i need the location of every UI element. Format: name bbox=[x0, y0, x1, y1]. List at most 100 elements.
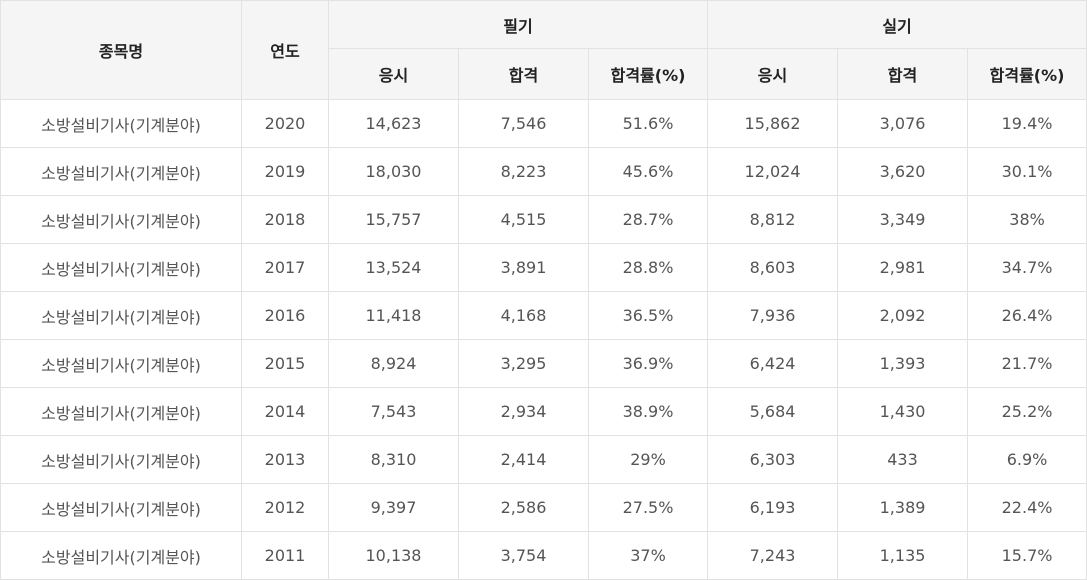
header-item-name: 종목명 bbox=[0, 0, 242, 100]
cell-practical-applicants: 7,243 bbox=[707, 531, 839, 580]
cell-written-applicants: 15,757 bbox=[328, 195, 459, 244]
table-row: 소방설비기사(기계분야) 2013 8,310 2,414 29% 6,303 … bbox=[0, 435, 1087, 484]
cell-practical-pass-rate: 22.4% bbox=[967, 483, 1087, 532]
cell-written-pass-rate: 51.6% bbox=[587, 99, 709, 148]
cell-year: 2020 bbox=[241, 99, 329, 148]
cell-written-applicants: 14,623 bbox=[328, 99, 459, 148]
cell-item-name: 소방설비기사(기계분야) bbox=[0, 387, 242, 436]
cell-written-pass-rate: 36.9% bbox=[587, 339, 709, 388]
header-practical-exam: 실기 bbox=[707, 0, 1087, 49]
cell-item-name: 소방설비기사(기계분야) bbox=[0, 483, 242, 532]
cell-written-pass-rate: 29% bbox=[587, 435, 709, 484]
table-row: 소방설비기사(기계분야) 2015 8,924 3,295 36.9% 6,42… bbox=[0, 339, 1087, 388]
cell-practical-pass-rate: 19.4% bbox=[967, 99, 1087, 148]
cell-practical-pass-rate: 21.7% bbox=[967, 339, 1087, 388]
cell-written-applicants: 7,543 bbox=[328, 387, 459, 436]
cell-practical-passed: 3,620 bbox=[837, 147, 969, 196]
cell-item-name: 소방설비기사(기계분야) bbox=[0, 243, 242, 292]
cell-year: 2017 bbox=[241, 243, 329, 292]
cell-written-pass-rate: 36.5% bbox=[587, 291, 709, 340]
header-year: 연도 bbox=[241, 0, 329, 100]
cell-practical-passed: 1,135 bbox=[837, 531, 969, 580]
cell-written-passed: 2,586 bbox=[458, 483, 589, 532]
cell-practical-pass-rate: 34.7% bbox=[967, 243, 1087, 292]
table-row: 소방설비기사(기계분야) 2016 11,418 4,168 36.5% 7,9… bbox=[0, 291, 1087, 340]
cell-year: 2016 bbox=[241, 291, 329, 340]
cell-practical-passed: 2,092 bbox=[837, 291, 969, 340]
header-practical-passed: 합격 bbox=[837, 48, 969, 100]
cell-practical-applicants: 15,862 bbox=[707, 99, 839, 148]
cell-written-passed: 4,168 bbox=[458, 291, 589, 340]
cell-written-applicants: 13,524 bbox=[328, 243, 459, 292]
cell-written-applicants: 11,418 bbox=[328, 291, 459, 340]
table-row: 소방설비기사(기계분야) 2011 10,138 3,754 37% 7,243… bbox=[0, 531, 1087, 580]
cell-practical-passed: 2,981 bbox=[837, 243, 969, 292]
cell-year: 2012 bbox=[241, 483, 329, 532]
cell-practical-pass-rate: 30.1% bbox=[967, 147, 1087, 196]
cell-year: 2018 bbox=[241, 195, 329, 244]
cell-practical-passed: 1,430 bbox=[837, 387, 969, 436]
cell-practical-passed: 3,076 bbox=[837, 99, 969, 148]
cell-practical-applicants: 12,024 bbox=[707, 147, 839, 196]
cell-item-name: 소방설비기사(기계분야) bbox=[0, 531, 242, 580]
header-row-sub: 응시 합격 합격률(%) 응시 합격 합격률(%) bbox=[1, 48, 1087, 100]
cell-practical-applicants: 6,193 bbox=[707, 483, 839, 532]
cell-practical-pass-rate: 15.7% bbox=[967, 531, 1087, 580]
table-header: 종목명 연도 필기 실기 응시 합격 합격률(%) 응시 합격 합격률(%) bbox=[0, 0, 1087, 100]
cell-year: 2014 bbox=[241, 387, 329, 436]
header-practical-applicants: 응시 bbox=[707, 48, 839, 100]
table-body: 소방설비기사(기계분야) 2020 14,623 7,546 51.6% 15,… bbox=[0, 99, 1087, 580]
table-row: 소방설비기사(기계분야) 2014 7,543 2,934 38.9% 5,68… bbox=[0, 387, 1087, 436]
cell-practical-pass-rate: 26.4% bbox=[967, 291, 1087, 340]
cell-practical-applicants: 8,603 bbox=[707, 243, 839, 292]
cell-practical-applicants: 7,936 bbox=[707, 291, 839, 340]
cell-item-name: 소방설비기사(기계분야) bbox=[0, 147, 242, 196]
cell-item-name: 소방설비기사(기계분야) bbox=[0, 291, 242, 340]
cell-practical-passed: 1,389 bbox=[837, 483, 969, 532]
cell-written-passed: 7,546 bbox=[458, 99, 589, 148]
cell-written-passed: 3,891 bbox=[458, 243, 589, 292]
cell-written-pass-rate: 38.9% bbox=[587, 387, 709, 436]
table-row: 소방설비기사(기계분야) 2017 13,524 3,891 28.8% 8,6… bbox=[0, 243, 1087, 292]
cell-practical-applicants: 8,812 bbox=[707, 195, 839, 244]
header-written-pass-rate: 합격률(%) bbox=[587, 48, 709, 100]
cell-written-applicants: 18,030 bbox=[328, 147, 459, 196]
cell-practical-pass-rate: 6.9% bbox=[967, 435, 1087, 484]
cell-year: 2015 bbox=[241, 339, 329, 388]
cell-practical-applicants: 6,303 bbox=[707, 435, 839, 484]
header-practical-pass-rate: 합격률(%) bbox=[967, 48, 1087, 100]
cell-written-pass-rate: 37% bbox=[587, 531, 709, 580]
header-written-passed: 합격 bbox=[458, 48, 589, 100]
cell-written-applicants: 9,397 bbox=[328, 483, 459, 532]
cell-item-name: 소방설비기사(기계분야) bbox=[0, 99, 242, 148]
table-row: 소방설비기사(기계분야) 2020 14,623 7,546 51.6% 15,… bbox=[0, 99, 1087, 148]
cell-practical-applicants: 5,684 bbox=[707, 387, 839, 436]
cell-practical-pass-rate: 38% bbox=[967, 195, 1087, 244]
table-row: 소방설비기사(기계분야) 2018 15,757 4,515 28.7% 8,8… bbox=[0, 195, 1087, 244]
cell-written-passed: 3,754 bbox=[458, 531, 589, 580]
cell-item-name: 소방설비기사(기계분야) bbox=[0, 195, 242, 244]
cell-practical-passed: 1,393 bbox=[837, 339, 969, 388]
cell-year: 2013 bbox=[241, 435, 329, 484]
cell-item-name: 소방설비기사(기계분야) bbox=[0, 435, 242, 484]
cell-written-applicants: 8,310 bbox=[328, 435, 459, 484]
cell-year: 2019 bbox=[241, 147, 329, 196]
cell-practical-passed: 433 bbox=[837, 435, 969, 484]
cell-practical-applicants: 6,424 bbox=[707, 339, 839, 388]
cell-written-passed: 2,934 bbox=[458, 387, 589, 436]
cell-written-pass-rate: 45.6% bbox=[587, 147, 709, 196]
cell-practical-pass-rate: 25.2% bbox=[967, 387, 1087, 436]
cell-written-pass-rate: 27.5% bbox=[587, 483, 709, 532]
header-written-applicants: 응시 bbox=[328, 48, 459, 100]
cell-item-name: 소방설비기사(기계분야) bbox=[0, 339, 242, 388]
cell-written-pass-rate: 28.7% bbox=[587, 195, 709, 244]
cell-written-passed: 4,515 bbox=[458, 195, 589, 244]
header-written-exam: 필기 bbox=[327, 0, 709, 49]
cell-written-passed: 8,223 bbox=[458, 147, 589, 196]
cell-written-applicants: 10,138 bbox=[328, 531, 459, 580]
table-row: 소방설비기사(기계분야) 2019 18,030 8,223 45.6% 12,… bbox=[0, 147, 1087, 196]
cell-year: 2011 bbox=[241, 531, 329, 580]
cell-written-applicants: 8,924 bbox=[328, 339, 459, 388]
cell-written-pass-rate: 28.8% bbox=[587, 243, 709, 292]
